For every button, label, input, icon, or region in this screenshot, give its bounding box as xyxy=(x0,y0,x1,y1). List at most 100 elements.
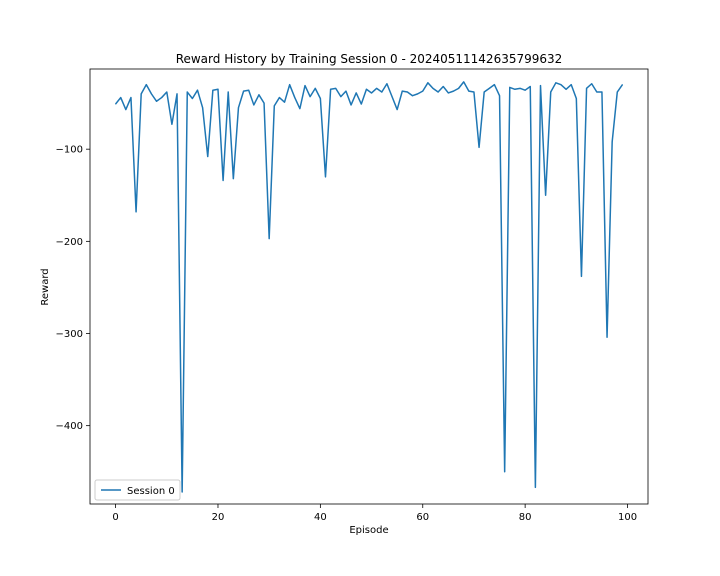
y-axis: −400 −300 −200 −100 xyxy=(56,145,90,432)
data-point xyxy=(115,103,117,105)
data-point xyxy=(504,471,506,473)
data-point xyxy=(299,108,301,110)
data-point xyxy=(529,86,531,88)
x-tick-label: 40 xyxy=(314,512,327,523)
data-point xyxy=(345,90,347,92)
data-point xyxy=(176,93,178,95)
data-point xyxy=(591,83,593,85)
data-point xyxy=(340,96,342,98)
data-point xyxy=(519,87,521,89)
data-point xyxy=(263,102,265,104)
y-axis-label: Reward xyxy=(40,268,51,305)
data-point xyxy=(452,90,454,92)
data-point xyxy=(499,95,501,97)
data-point xyxy=(181,491,183,493)
data-point xyxy=(212,89,214,91)
data-point xyxy=(555,82,557,84)
data-point xyxy=(171,123,173,125)
data-point xyxy=(130,97,132,99)
x-tick-label: 0 xyxy=(112,512,118,523)
data-point xyxy=(120,97,122,99)
data-point xyxy=(463,81,465,83)
data-point xyxy=(376,87,378,89)
data-point xyxy=(145,84,147,86)
data-point xyxy=(381,91,383,93)
legend-label-session-0: Session 0 xyxy=(127,486,175,497)
data-point xyxy=(253,104,255,106)
data-point xyxy=(227,91,229,93)
data-point xyxy=(514,88,516,90)
x-tick-label: 20 xyxy=(212,512,225,523)
data-point xyxy=(601,91,603,93)
y-tick-label: −400 xyxy=(56,421,83,432)
data-point xyxy=(596,91,598,93)
data-point xyxy=(186,91,188,93)
data-point xyxy=(232,178,234,180)
data-point xyxy=(478,146,480,148)
data-point xyxy=(314,87,316,89)
data-point xyxy=(355,92,357,94)
data-point xyxy=(550,91,552,93)
data-point xyxy=(135,211,137,213)
data-point xyxy=(273,105,275,107)
data-point xyxy=(447,92,449,94)
data-point xyxy=(432,87,434,89)
data-point xyxy=(365,88,367,90)
data-point xyxy=(161,97,163,99)
data-point xyxy=(237,107,239,109)
plot-area xyxy=(89,68,649,505)
data-point xyxy=(611,141,613,143)
series-points xyxy=(115,81,623,493)
data-point xyxy=(330,88,332,90)
data-point xyxy=(191,97,193,99)
x-tick-label: 80 xyxy=(519,512,532,523)
data-point xyxy=(442,86,444,88)
data-point xyxy=(243,90,245,92)
x-tick-label: 100 xyxy=(618,512,637,523)
data-point xyxy=(360,103,362,105)
data-point xyxy=(258,94,260,96)
chart-title: Reward History by Training Session 0 - 2… xyxy=(176,52,563,66)
data-point xyxy=(606,336,608,338)
data-point xyxy=(304,85,306,87)
data-point xyxy=(493,84,495,86)
data-point xyxy=(524,89,526,91)
data-point xyxy=(150,93,152,95)
data-point xyxy=(294,97,296,99)
data-point xyxy=(427,82,429,84)
data-point xyxy=(473,91,475,93)
data-point xyxy=(401,90,403,92)
data-point xyxy=(207,156,209,158)
data-point xyxy=(509,86,511,88)
x-tick-label: 60 xyxy=(416,512,429,523)
data-point xyxy=(324,176,326,178)
data-point xyxy=(406,91,408,93)
data-point xyxy=(560,84,562,86)
series-line-session-0 xyxy=(115,81,624,493)
data-point xyxy=(166,91,168,93)
data-point xyxy=(350,104,352,106)
data-point xyxy=(335,87,337,89)
data-point xyxy=(483,91,485,93)
y-tick-label: −100 xyxy=(56,145,83,156)
data-point xyxy=(268,238,270,240)
data-point xyxy=(580,275,582,277)
legend: Session 0 xyxy=(94,479,181,501)
data-point xyxy=(616,91,618,93)
data-point xyxy=(202,107,204,109)
data-point xyxy=(417,93,419,95)
legend-box xyxy=(94,479,181,501)
data-point xyxy=(319,97,321,99)
data-point xyxy=(156,100,158,102)
data-point xyxy=(412,95,414,97)
data-point xyxy=(534,486,536,488)
data-point xyxy=(125,109,127,111)
data-point xyxy=(222,180,224,182)
data-point xyxy=(586,87,588,89)
data-point xyxy=(197,89,198,91)
data-point xyxy=(488,87,490,89)
data-point xyxy=(309,96,311,98)
data-point xyxy=(284,101,286,103)
data-point xyxy=(540,85,541,87)
